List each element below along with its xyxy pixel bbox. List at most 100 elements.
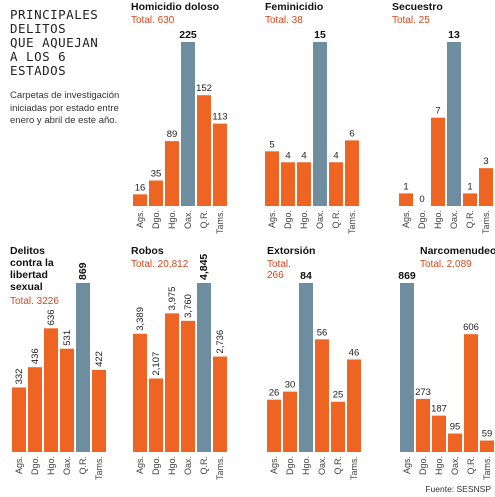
- main-title: PRINCIPALES DELITOS QUE AQUEJAN A LOS 6 …: [10, 7, 99, 78]
- bar-ags: [265, 151, 279, 206]
- value-label: 4,845: [198, 254, 210, 280]
- panel-total: Total. 38: [265, 15, 303, 26]
- value-label: 26: [269, 388, 280, 399]
- value-label: 59: [482, 429, 493, 440]
- panel-title: Delitos: [10, 245, 45, 257]
- bar-tams: [213, 356, 227, 452]
- bar-qr: [76, 283, 90, 452]
- panel-total: Total. 20,812: [131, 259, 189, 270]
- panel-total: Total. 3226: [10, 296, 59, 307]
- category-label: Ags.: [267, 210, 277, 228]
- panel-total: 266: [267, 270, 284, 281]
- panel-title: Secuestro: [392, 1, 443, 13]
- value-label: 7: [435, 106, 440, 117]
- bar-ags: [399, 193, 413, 206]
- category-label: Q.R.: [199, 210, 209, 229]
- category-label: Tams.: [347, 210, 357, 234]
- category-label: Hgo.: [167, 210, 177, 229]
- value-label: 1: [467, 181, 472, 192]
- category-label: Tams.: [481, 210, 491, 234]
- value-label: 6: [349, 128, 354, 139]
- value-label: 187: [431, 404, 447, 415]
- bar-ags: [400, 283, 414, 452]
- bar-ags: [12, 387, 26, 452]
- bar-oax: [181, 320, 195, 452]
- category-label: Tams.: [215, 210, 225, 234]
- bar-oax: [315, 339, 329, 452]
- value-label: 30: [285, 380, 296, 391]
- category-label: Q.R.: [78, 456, 88, 475]
- value-label: 15: [314, 29, 326, 41]
- value-label: 13: [448, 29, 460, 41]
- category-label: Oax.: [183, 210, 193, 229]
- bar-tams: [479, 168, 493, 206]
- value-label: 16: [135, 182, 146, 193]
- bar-dgo: [28, 367, 42, 452]
- panel-title: libertad: [10, 269, 48, 281]
- panel-title: Narcomenudeo: [420, 245, 495, 257]
- category-label: Q.R.: [466, 456, 476, 475]
- bar-hgo: [44, 328, 58, 452]
- category-label: Ags.: [14, 456, 24, 474]
- value-label: 3: [483, 156, 488, 167]
- category-label: Hgo.: [433, 210, 443, 229]
- value-label: 869: [77, 262, 89, 280]
- bar-dgo: [281, 162, 295, 206]
- value-label: 3,760: [183, 294, 194, 318]
- value-label: 3,389: [135, 307, 146, 331]
- intro-text: Carpetas de investigación iniciadas por …: [10, 90, 120, 126]
- bar-ags: [267, 399, 281, 452]
- panel-title: Homicidio doloso: [131, 1, 219, 13]
- bar-oax: [181, 42, 195, 206]
- value-label: 531: [62, 330, 73, 346]
- panel-title: Robos: [131, 245, 164, 257]
- category-label: Q.R.: [333, 456, 343, 475]
- value-label: 869: [398, 270, 416, 282]
- category-label: Oax.: [62, 456, 72, 475]
- value-label: 46: [349, 347, 360, 358]
- value-label: 89: [167, 129, 178, 140]
- category-label: Oax.: [449, 210, 459, 229]
- value-label: 152: [196, 83, 212, 94]
- bar-oax: [313, 42, 327, 206]
- panel-total: Total.: [267, 259, 291, 270]
- category-label: Ags.: [402, 456, 412, 474]
- category-label: Tams.: [482, 456, 492, 480]
- bar-oax: [447, 42, 461, 206]
- bar-hgo: [297, 162, 311, 206]
- value-label: 5: [269, 139, 274, 150]
- category-label: Q.R.: [331, 210, 341, 229]
- bar-qr: [329, 162, 343, 206]
- value-label: 332: [14, 369, 25, 385]
- category-label: Dgo.: [283, 210, 293, 229]
- category-label: Hgo.: [299, 210, 309, 229]
- category-label: Ags.: [401, 210, 411, 228]
- bar-tams: [480, 440, 494, 452]
- category-label: Oax.: [315, 210, 325, 229]
- bar-qr: [197, 283, 211, 452]
- category-label: Ags.: [269, 456, 279, 474]
- value-label: 84: [300, 270, 312, 282]
- bar-tams: [213, 123, 227, 206]
- value-label: 56: [317, 327, 328, 338]
- bar-dgo: [416, 398, 430, 452]
- category-label: Dgo.: [151, 210, 161, 229]
- value-label: 0: [419, 194, 424, 205]
- category-label: Dgo.: [418, 456, 428, 475]
- bar-tams: [92, 369, 106, 452]
- bar-hgo: [431, 117, 445, 206]
- value-label: 113: [212, 112, 227, 123]
- bar-hgo: [165, 141, 179, 206]
- bar-oax: [448, 433, 462, 452]
- category-label: Dgo.: [417, 210, 427, 229]
- bar-tams: [347, 359, 361, 452]
- value-label: 4: [333, 150, 338, 161]
- category-label: Dgo.: [285, 456, 295, 475]
- category-label: Ags.: [135, 210, 145, 228]
- category-label: Dgo.: [30, 456, 40, 475]
- value-label: 3,975: [167, 287, 178, 311]
- panel-title: Feminicidio: [265, 1, 323, 13]
- bar-tams: [345, 140, 359, 206]
- value-label: 1: [403, 181, 408, 192]
